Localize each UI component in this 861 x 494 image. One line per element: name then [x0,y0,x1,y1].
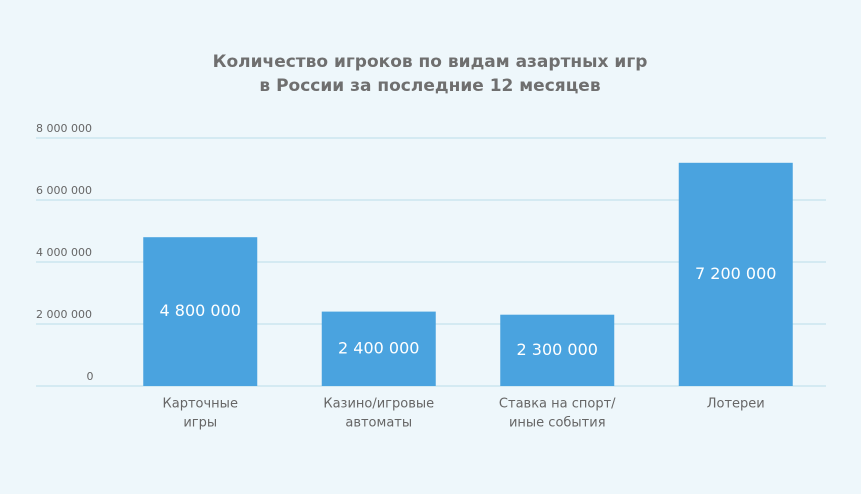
value-label: 2 400 000 [338,338,419,357]
value-label: 7 200 000 [695,264,776,283]
x-tick-label: Ставка на спорт/ [499,397,616,412]
chart-title: Количество игроков по видам азартных игр [213,52,648,72]
x-tick-label: иные события [509,416,606,431]
y-tick-label: 6 000 000 [36,184,92,197]
x-tick-label: игры [183,416,217,431]
x-tick-label: Карточные [163,397,238,412]
y-tick-label: 0 [87,370,94,383]
bar [678,162,793,386]
x-tick-label: автоматы [345,416,412,431]
x-tick-label: Казино/игровые [323,397,434,412]
y-tick-label: 4 000 000 [36,246,92,259]
x-tick-label: Лотереи [707,397,765,412]
chart-title: в России за последние 12 месяцев [259,76,600,96]
value-label: 4 800 000 [160,301,241,320]
y-tick-label: 8 000 000 [36,122,92,135]
bar [321,311,436,386]
bar [500,314,615,386]
value-label: 2 300 000 [517,340,598,359]
bar [143,237,258,386]
y-tick-label: 2 000 000 [36,308,92,321]
